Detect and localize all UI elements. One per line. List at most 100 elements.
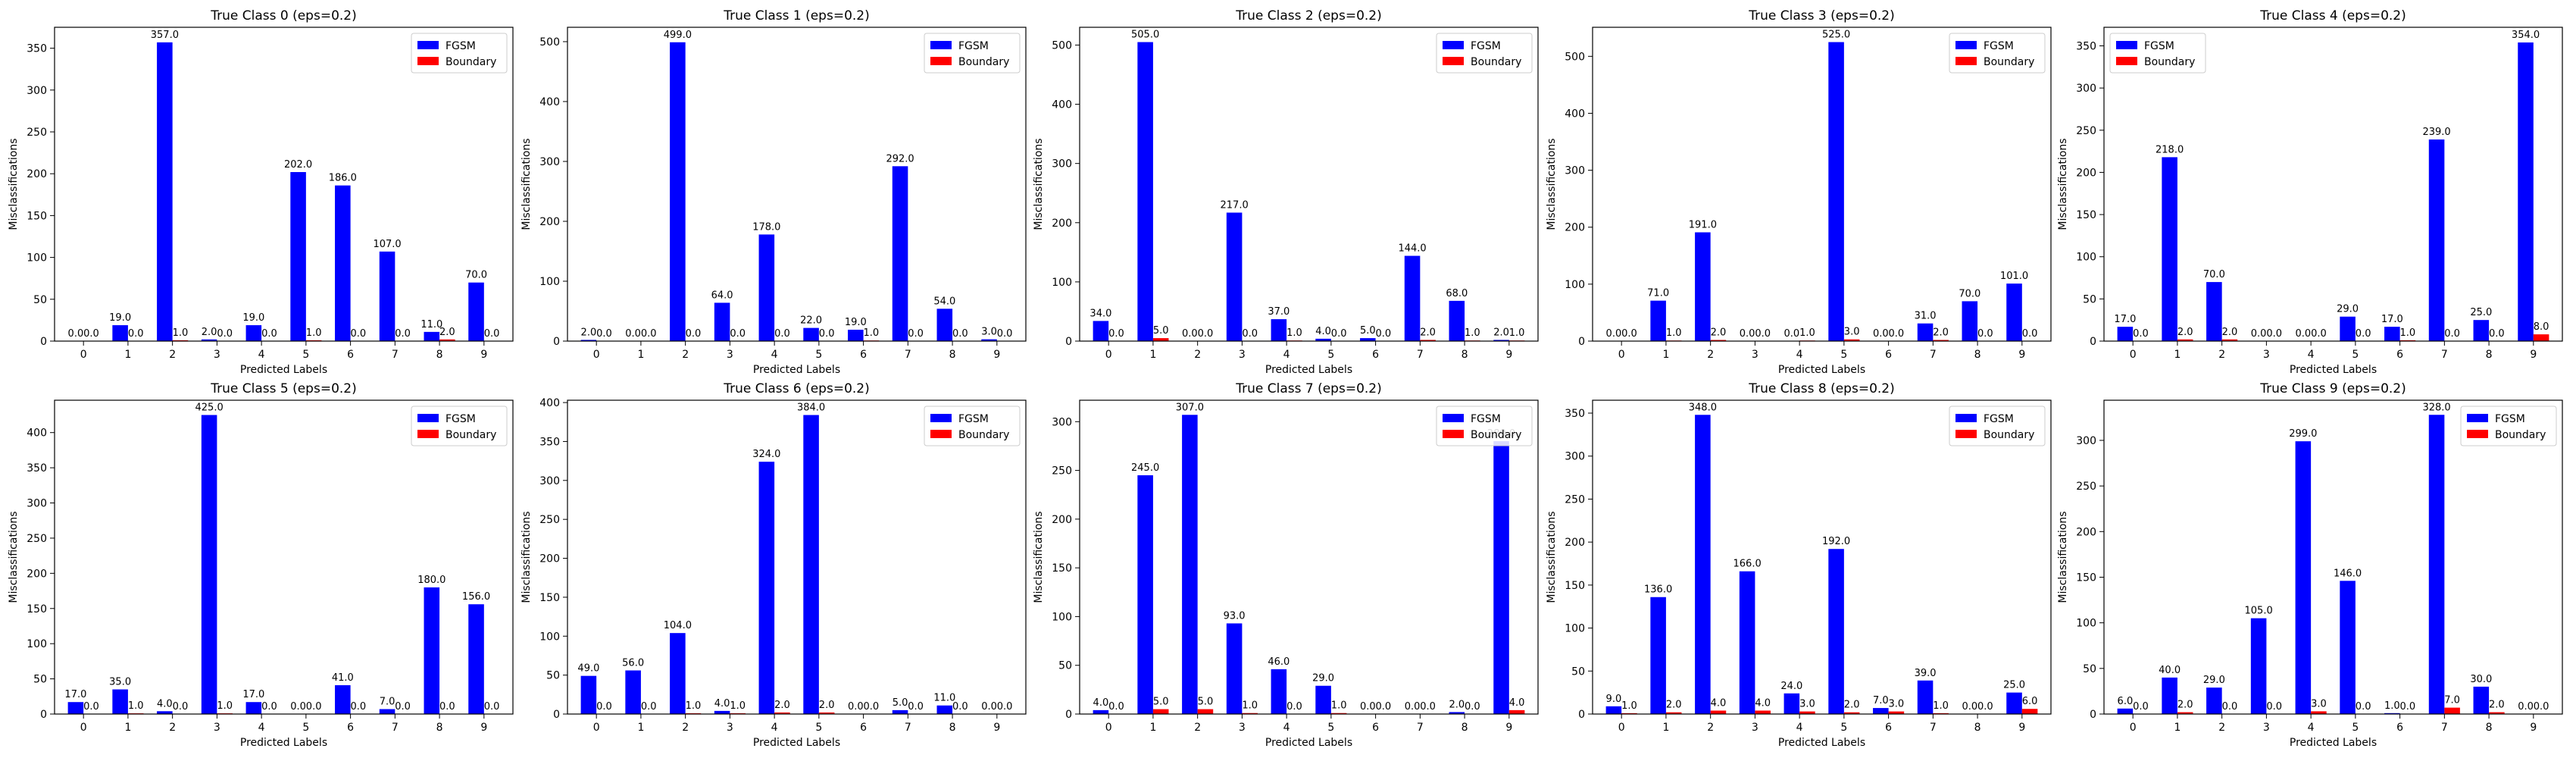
chart-title: True Class 1 (eps=0.2) [723,8,870,23]
data-label: 0.0 [2266,328,2282,340]
y-tick-label: 350 [1565,408,1585,420]
bar [1710,340,1727,341]
data-label: 0.0 [774,328,790,340]
x-tick-label: 4 [1796,722,1803,734]
bar [245,325,262,341]
y-tick-label: 150 [2076,209,2096,221]
data-label: 0.0 [848,701,864,713]
bar [803,327,819,341]
x-tick-label: 0 [1105,722,1112,734]
data-label: 2.0 [1449,699,1465,710]
legend-swatch [417,57,439,65]
legend-swatch [1443,57,1464,65]
data-label: 307.0 [1176,402,1204,413]
data-label: 6.0 [2022,696,2038,707]
data-label: 2.0 [1666,700,1682,711]
data-label: 136.0 [1644,584,1672,596]
x-tick-label: 1 [1149,349,1156,361]
y-tick-label: 200 [27,568,47,580]
y-axis-label: Misclassifications [521,511,533,603]
bar [1093,321,1109,341]
data-label: 0.0 [351,328,367,340]
bar [803,415,819,714]
bar [1449,712,1465,714]
data-label: 101.0 [2000,271,2028,282]
y-tick-label: 50 [546,670,560,682]
y-tick-label: 250 [1052,465,1072,478]
y-axis-label: Misclassifications [521,138,533,230]
y-tick-label: 50 [33,674,47,686]
y-tick-label: 150 [539,592,560,604]
data-label: 0.0 [484,328,500,340]
data-label: 4.0 [1093,697,1109,709]
legend-label: Boundary [958,56,1009,68]
data-label: 144.0 [1398,243,1426,255]
x-tick-label: 0 [1618,349,1625,361]
data-label: 41.0 [332,672,354,684]
x-tick-label: 5 [1327,722,1334,734]
data-label: 1.0 [1666,327,1682,339]
data-label: 8.0 [2534,321,2549,333]
data-label: 0.0 [2534,701,2549,713]
data-label: 0.0 [173,701,189,713]
data-label: 0.0 [2356,328,2371,340]
data-label: 0.0 [1360,701,1376,713]
legend: FGSM Boundary [924,406,1021,446]
bar [245,702,262,714]
x-tick-label: 8 [949,722,956,734]
bar [1271,319,1287,341]
x-tick-label: 9 [2530,349,2537,361]
data-label: 0.0 [484,701,500,713]
bar [1360,338,1376,341]
data-label: 0.0 [1873,328,1889,340]
bar [818,712,835,714]
data-label: 299.0 [2289,428,2317,440]
x-tick-label: 8 [2486,349,2493,361]
bar [1226,212,1243,341]
bar [892,166,908,341]
x-tick-label: 0 [1105,349,1112,361]
chart-panel: True Class 7 (eps=0.2)4.0245.0307.093.04… [1033,381,1539,749]
bar [2162,677,2177,714]
x-tick-label: 4 [1283,349,1290,361]
data-label: 239.0 [2422,127,2450,138]
bar [379,709,395,714]
bar [2006,692,2022,714]
data-label: 0.0 [2518,701,2534,713]
legend: FGSM Boundary [1949,33,2046,74]
data-label: 0.0 [981,701,997,713]
axes-frame [1592,27,2052,342]
legend: FGSM Boundary [2460,406,2557,446]
data-label: 0.0 [261,328,277,340]
data-label: 0.0 [730,328,746,340]
y-tick-label: 500 [539,36,560,49]
x-tick-label: 0 [80,349,87,361]
bar [1665,712,1682,714]
data-label: 0.0 [68,328,84,340]
data-label: 2.0 [1711,327,1727,338]
x-tick-label: 9 [993,349,1000,361]
y-tick-label: 250 [1565,493,1585,506]
y-tick-label: 50 [2083,293,2096,305]
data-label: 5.0 [893,697,908,709]
data-label: 0.0 [997,328,1013,340]
x-tick-label: 3 [1239,349,1246,361]
chart-title: True Class 8 (eps=0.2) [1748,381,1895,396]
data-label: 68.0 [1446,288,1468,299]
data-label: 1.0 [1286,327,1302,339]
bar [580,675,597,714]
bar [1315,338,1331,341]
data-label: 0.0 [641,701,657,713]
bar [1182,415,1198,714]
x-tick-label: 3 [727,349,733,361]
data-label: 0.0 [1889,328,1905,340]
y-tick-label: 300 [1052,158,1072,171]
bar [2117,327,2134,341]
bar [2311,711,2327,714]
data-label: 22.0 [800,315,822,327]
x-tick-label: 7 [1417,349,1424,361]
bar [424,331,440,341]
data-label: 1.0 [1933,700,1949,712]
data-label: 0.0 [2400,701,2416,713]
bar [1315,685,1331,714]
